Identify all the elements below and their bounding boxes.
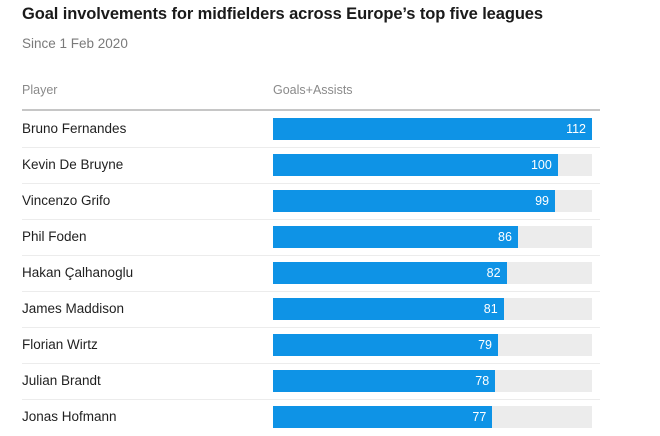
bar-fill: 79 bbox=[273, 334, 498, 356]
bar-value-label: 81 bbox=[483, 302, 498, 316]
bar-track: 78 bbox=[273, 370, 592, 392]
table-row: Florian Wirtz 79 bbox=[0, 327, 660, 363]
column-header-row: Player Goals+Assists bbox=[0, 83, 660, 103]
row-divider bbox=[22, 183, 600, 184]
chart-rows: Bruno Fernandes 112 Kevin De Bruyne 100 Vinc… bbox=[0, 111, 660, 435]
row-divider bbox=[22, 255, 600, 256]
bar-track: 99 bbox=[273, 190, 592, 212]
bar-value-label: 99 bbox=[535, 194, 549, 208]
page-title: Goal involvements for midfielders across… bbox=[22, 5, 543, 23]
table-row: Jonas Hofmann 77 bbox=[0, 399, 660, 435]
row-divider bbox=[22, 327, 600, 328]
player-name: Phil Foden bbox=[22, 229, 87, 244]
table-row: Vincenzo Grifo 99 bbox=[0, 183, 660, 219]
player-name: Bruno Fernandes bbox=[22, 121, 127, 136]
row-divider bbox=[22, 363, 600, 364]
row-divider bbox=[22, 291, 600, 292]
row-divider bbox=[22, 399, 600, 400]
table-row: Kevin De Bruyne 100 bbox=[0, 147, 660, 183]
bar-value-label: 86 bbox=[498, 230, 512, 244]
table-row: James Maddison 81 bbox=[0, 291, 660, 327]
player-name: James Maddison bbox=[22, 301, 125, 316]
bar-fill: 81 bbox=[273, 298, 504, 320]
player-name: Jonas Hofmann bbox=[22, 409, 117, 424]
bar-value-label: 100 bbox=[530, 158, 552, 172]
bar-track: 82 bbox=[273, 262, 592, 284]
bar-fill: 82 bbox=[273, 262, 507, 284]
table-row: Bruno Fernandes 112 bbox=[0, 111, 660, 147]
bar-track: 100 bbox=[273, 154, 592, 176]
bar-fill: 78 bbox=[273, 370, 496, 392]
player-name: Julian Brandt bbox=[22, 373, 101, 388]
column-header-goals-assists: Goals+Assists bbox=[273, 83, 353, 97]
bar-track: 77 bbox=[273, 406, 592, 428]
row-divider bbox=[22, 219, 600, 220]
bar-fill: 112 bbox=[273, 118, 592, 140]
table-row: Phil Foden 86 bbox=[0, 219, 660, 255]
table-row: Julian Brandt 78 bbox=[0, 363, 660, 399]
bar-value-label: 112 bbox=[566, 122, 586, 136]
bar-value-label: 78 bbox=[475, 374, 490, 388]
bar-value-label: 82 bbox=[486, 266, 501, 280]
bar-value-label: 79 bbox=[478, 338, 492, 352]
bar-fill: 77 bbox=[273, 406, 493, 428]
bar-fill: 99 bbox=[273, 190, 555, 212]
bar-track: 81 bbox=[273, 298, 592, 320]
bar-track: 79 bbox=[273, 334, 592, 356]
table-row: Hakan Çalhanoglu 82 bbox=[0, 255, 660, 291]
player-name: Vincenzo Grifo bbox=[22, 193, 111, 208]
bar-fill: 86 bbox=[273, 226, 518, 248]
column-header-player: Player bbox=[22, 83, 58, 97]
player-name: Kevin De Bruyne bbox=[22, 157, 124, 172]
player-name: Florian Wirtz bbox=[22, 337, 98, 352]
bar-track: 86 bbox=[273, 226, 592, 248]
header-divider bbox=[22, 109, 600, 111]
bar-track: 112 bbox=[273, 118, 592, 140]
bar-fill: 100 bbox=[273, 154, 558, 176]
row-divider bbox=[22, 147, 600, 148]
bar-value-label: 77 bbox=[472, 410, 487, 424]
chart-subtitle: Since 1 Feb 2020 bbox=[22, 36, 128, 51]
player-name: Hakan Çalhanoglu bbox=[22, 265, 134, 280]
